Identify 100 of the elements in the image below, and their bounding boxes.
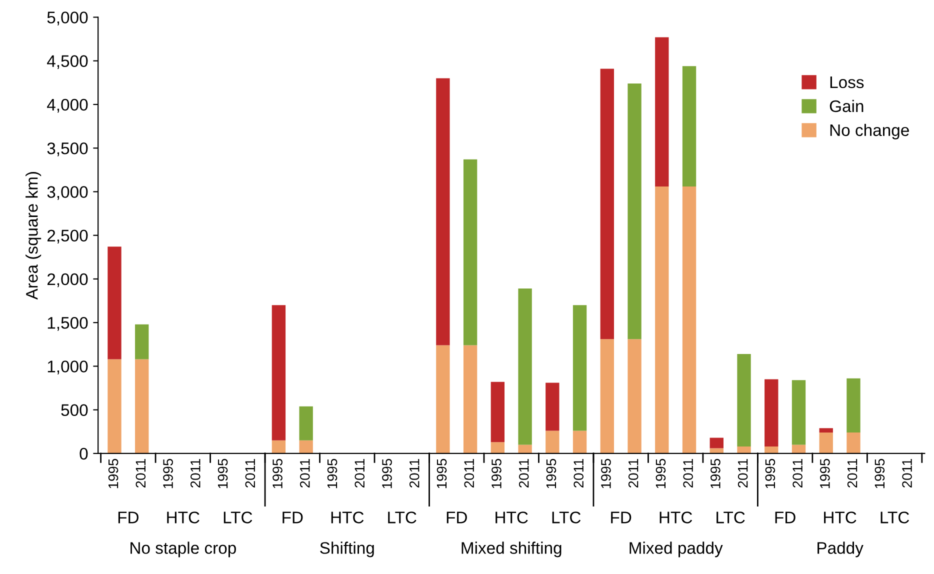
y-axis-title: Area (square km)	[26, 172, 42, 300]
bar	[463, 159, 478, 346]
bar	[572, 305, 587, 431]
bar	[628, 84, 642, 340]
bar	[764, 446, 778, 454]
bar	[299, 406, 313, 440]
x-tick-label: 2011	[300, 458, 310, 488]
bar	[655, 186, 669, 454]
text: HTC	[496, 512, 528, 524]
bar	[764, 379, 778, 446]
bar	[546, 430, 560, 454]
y-tick-label: 3,500	[47, 142, 88, 156]
legend-label: Loss	[830, 76, 864, 88]
text: LTC	[388, 512, 416, 524]
x-tick-label: 2011	[738, 458, 748, 488]
text: No staple crop	[130, 542, 236, 558]
bar	[846, 432, 860, 454]
bar	[737, 354, 751, 446]
text: Mixed paddy	[630, 542, 723, 558]
text: HTC	[167, 512, 200, 524]
legend-label: Gain	[830, 100, 864, 112]
bar	[600, 339, 614, 454]
bar	[463, 345, 478, 454]
y-tick-label: 4,500	[47, 55, 88, 70]
text: LTC	[224, 512, 252, 524]
y-tick-label: 4,000	[47, 98, 88, 113]
text: HTC	[824, 512, 856, 524]
bar	[710, 448, 724, 454]
bar	[846, 378, 860, 433]
text: Mixed shifting	[462, 542, 562, 558]
bar	[682, 186, 696, 454]
x-tick-label: 1995	[765, 458, 776, 488]
bar	[819, 432, 833, 454]
y-tick-label: 0	[80, 448, 88, 460]
bar	[108, 359, 122, 454]
y-tick-label: 500	[61, 404, 88, 416]
x-tick-label: 2011	[464, 458, 474, 488]
x-tick-label: 2011	[245, 458, 256, 488]
x-tick-label: 1995	[601, 458, 611, 488]
text: FD	[282, 512, 303, 524]
x-tick-label: 1995	[656, 458, 666, 488]
x-tick-label: 2011	[136, 458, 146, 488]
bar	[518, 444, 532, 454]
bar	[490, 442, 505, 454]
text: FD	[446, 512, 467, 524]
bar	[792, 380, 806, 445]
x-tick-label: 1995	[163, 458, 173, 488]
bar	[490, 382, 505, 442]
bar	[436, 78, 450, 346]
bar	[546, 382, 560, 431]
x-tick-label: 2011	[792, 458, 802, 488]
legend-label: No change	[830, 124, 909, 140]
y-tick-label: 1,500	[48, 316, 88, 331]
x-tick-label: 2011	[574, 458, 584, 488]
x-tick-label: 1995	[108, 458, 118, 488]
x-tick-label: 2011	[847, 458, 858, 488]
text: FD	[118, 512, 138, 524]
text: FD	[611, 512, 632, 524]
y-tick-label: 2,500	[47, 230, 88, 244]
x-tick-label: 1995	[874, 458, 885, 488]
bar	[682, 66, 696, 186]
y-tick-label: 2,000	[47, 273, 88, 288]
text: LTC	[716, 512, 745, 524]
x-tick-label: 1995	[218, 458, 228, 488]
bar	[628, 339, 642, 454]
text: LTC	[880, 512, 910, 524]
bar	[792, 444, 806, 454]
text: Shifting	[320, 542, 374, 558]
y-tick-label: 5,000	[47, 12, 88, 26]
x-tick-label: 2011	[683, 458, 693, 488]
x-tick-label: 2011	[354, 458, 365, 488]
bar	[737, 446, 751, 454]
x-tick-label: 1995	[272, 458, 282, 488]
x-tick-label: 2011	[518, 458, 529, 488]
x-tick-label: 1995	[820, 458, 830, 488]
bar	[272, 440, 286, 454]
bar	[272, 305, 286, 440]
bar	[135, 324, 149, 360]
text: HTC	[331, 512, 364, 524]
text: Paddy	[818, 542, 864, 558]
x-tick-label: 1995	[327, 458, 338, 488]
x-tick-label: 2011	[628, 458, 638, 488]
bar	[135, 359, 149, 454]
y-tick-label: 1,000	[48, 360, 88, 374]
bar	[299, 440, 313, 454]
x-tick-label: 1995	[382, 458, 392, 488]
x-tick-label: 2011	[902, 458, 912, 488]
text: FD	[775, 512, 796, 524]
bar	[572, 430, 587, 454]
text: LTC	[552, 512, 581, 524]
x-tick-label: 1995	[492, 458, 502, 488]
bar	[518, 288, 532, 445]
bar	[819, 428, 833, 433]
bar	[436, 345, 450, 454]
bar	[655, 37, 669, 186]
x-tick-label: 2011	[190, 458, 200, 488]
x-tick-label: 1995	[710, 458, 720, 488]
x-tick-label: 2011	[409, 458, 420, 488]
bar	[600, 68, 614, 340]
x-tick-label: 1995	[436, 458, 447, 488]
